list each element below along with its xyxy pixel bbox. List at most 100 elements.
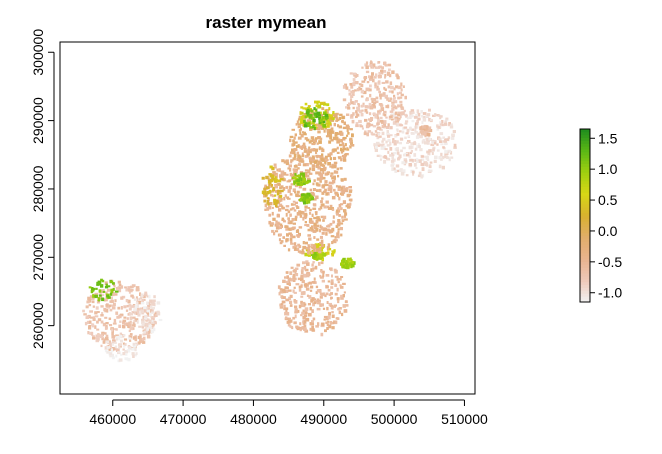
raster-cell (303, 113, 307, 116)
raster-cell (316, 255, 320, 258)
raster-cell (350, 90, 354, 94)
raster-cell (300, 300, 303, 304)
raster-cell (400, 149, 403, 153)
raster-cell (312, 158, 315, 161)
raster-cell (385, 105, 389, 109)
raster-cell (298, 304, 302, 309)
raster-cell (104, 346, 108, 350)
raster-cell (373, 75, 377, 79)
raster-cell (269, 174, 272, 178)
raster-cell (101, 312, 104, 315)
raster-cell (306, 154, 309, 158)
raster-cell (118, 315, 122, 319)
raster-cell (283, 244, 286, 247)
raster-cell (418, 159, 422, 163)
raster-cell (289, 213, 292, 217)
raster-cell (332, 156, 337, 160)
raster-cell (287, 289, 292, 292)
raster-cell (293, 136, 296, 140)
raster-cell (346, 203, 351, 206)
colorbar-swatch (580, 276, 590, 280)
raster-cell (318, 243, 322, 247)
raster-cell (432, 114, 436, 117)
raster-cell (374, 145, 378, 149)
raster-cell (375, 66, 378, 69)
raster-cell (146, 295, 149, 298)
raster-cell (313, 245, 317, 249)
raster-cell (364, 76, 367, 79)
raster-cell (116, 335, 120, 339)
raster-cell (405, 114, 408, 118)
raster-cell (310, 243, 313, 248)
raster-cell (348, 198, 353, 202)
raster-cell (365, 61, 369, 65)
raster-cell (296, 247, 300, 250)
raster-cell (94, 292, 99, 295)
raster-cell (142, 336, 146, 341)
raster-cell (324, 329, 327, 333)
raster-cell (304, 107, 308, 111)
raster-cell (377, 110, 381, 114)
raster-cell (384, 155, 387, 159)
raster-cell (332, 111, 335, 115)
raster-cell (324, 183, 329, 187)
raster-cell (386, 132, 390, 136)
raster-cell (321, 279, 325, 283)
raster-cell (360, 83, 364, 88)
raster-cell (100, 314, 104, 317)
colorbar-swatch (580, 227, 590, 231)
raster-cell (311, 167, 316, 172)
raster-cell (312, 230, 316, 233)
raster-cell (139, 311, 142, 314)
raster-cell (345, 153, 349, 156)
raster-cell (422, 112, 427, 115)
raster-cell (399, 130, 402, 133)
raster-cell (396, 140, 399, 144)
raster-cell (419, 130, 422, 134)
raster-cell (376, 85, 379, 89)
raster-cell (390, 85, 394, 90)
raster-cell (363, 77, 367, 81)
raster-cell (426, 113, 431, 117)
raster-cell (307, 105, 311, 108)
raster-cell (380, 146, 385, 150)
raster-cell (282, 296, 286, 299)
raster-cell (326, 327, 329, 330)
colorbar-swatch (580, 131, 590, 136)
raster-cell (328, 324, 332, 329)
raster-cell (303, 174, 307, 177)
raster-cell (303, 312, 308, 315)
raster-cell (389, 81, 393, 86)
raster-cell (356, 108, 360, 112)
raster-cell (366, 98, 369, 101)
raster-cell (391, 153, 395, 157)
raster-cell (338, 125, 342, 129)
raster-cell (312, 268, 315, 272)
raster-cell (278, 292, 281, 296)
raster-cell (410, 132, 415, 135)
raster-cell (290, 319, 293, 323)
raster-cell (315, 182, 319, 186)
raster-cell (339, 113, 343, 117)
raster-cell (296, 263, 301, 267)
raster-cell (414, 131, 418, 134)
raster-cell (347, 206, 351, 209)
raster-cell (137, 341, 141, 345)
raster-cell (111, 331, 114, 336)
raster-cell (109, 300, 112, 303)
raster-cell (390, 134, 393, 137)
raster-cell (337, 124, 340, 128)
colorbar-swatch (580, 183, 590, 188)
raster-cell (335, 116, 338, 120)
raster-cell (129, 333, 133, 336)
raster-cell (440, 115, 443, 118)
raster-cell (275, 226, 280, 230)
raster-cell (312, 149, 316, 152)
raster-cell (266, 186, 270, 190)
raster-cell (337, 207, 340, 211)
raster-cell (142, 333, 146, 336)
raster-cell (108, 317, 112, 320)
raster-cell (294, 185, 299, 188)
raster-cell (309, 306, 312, 311)
